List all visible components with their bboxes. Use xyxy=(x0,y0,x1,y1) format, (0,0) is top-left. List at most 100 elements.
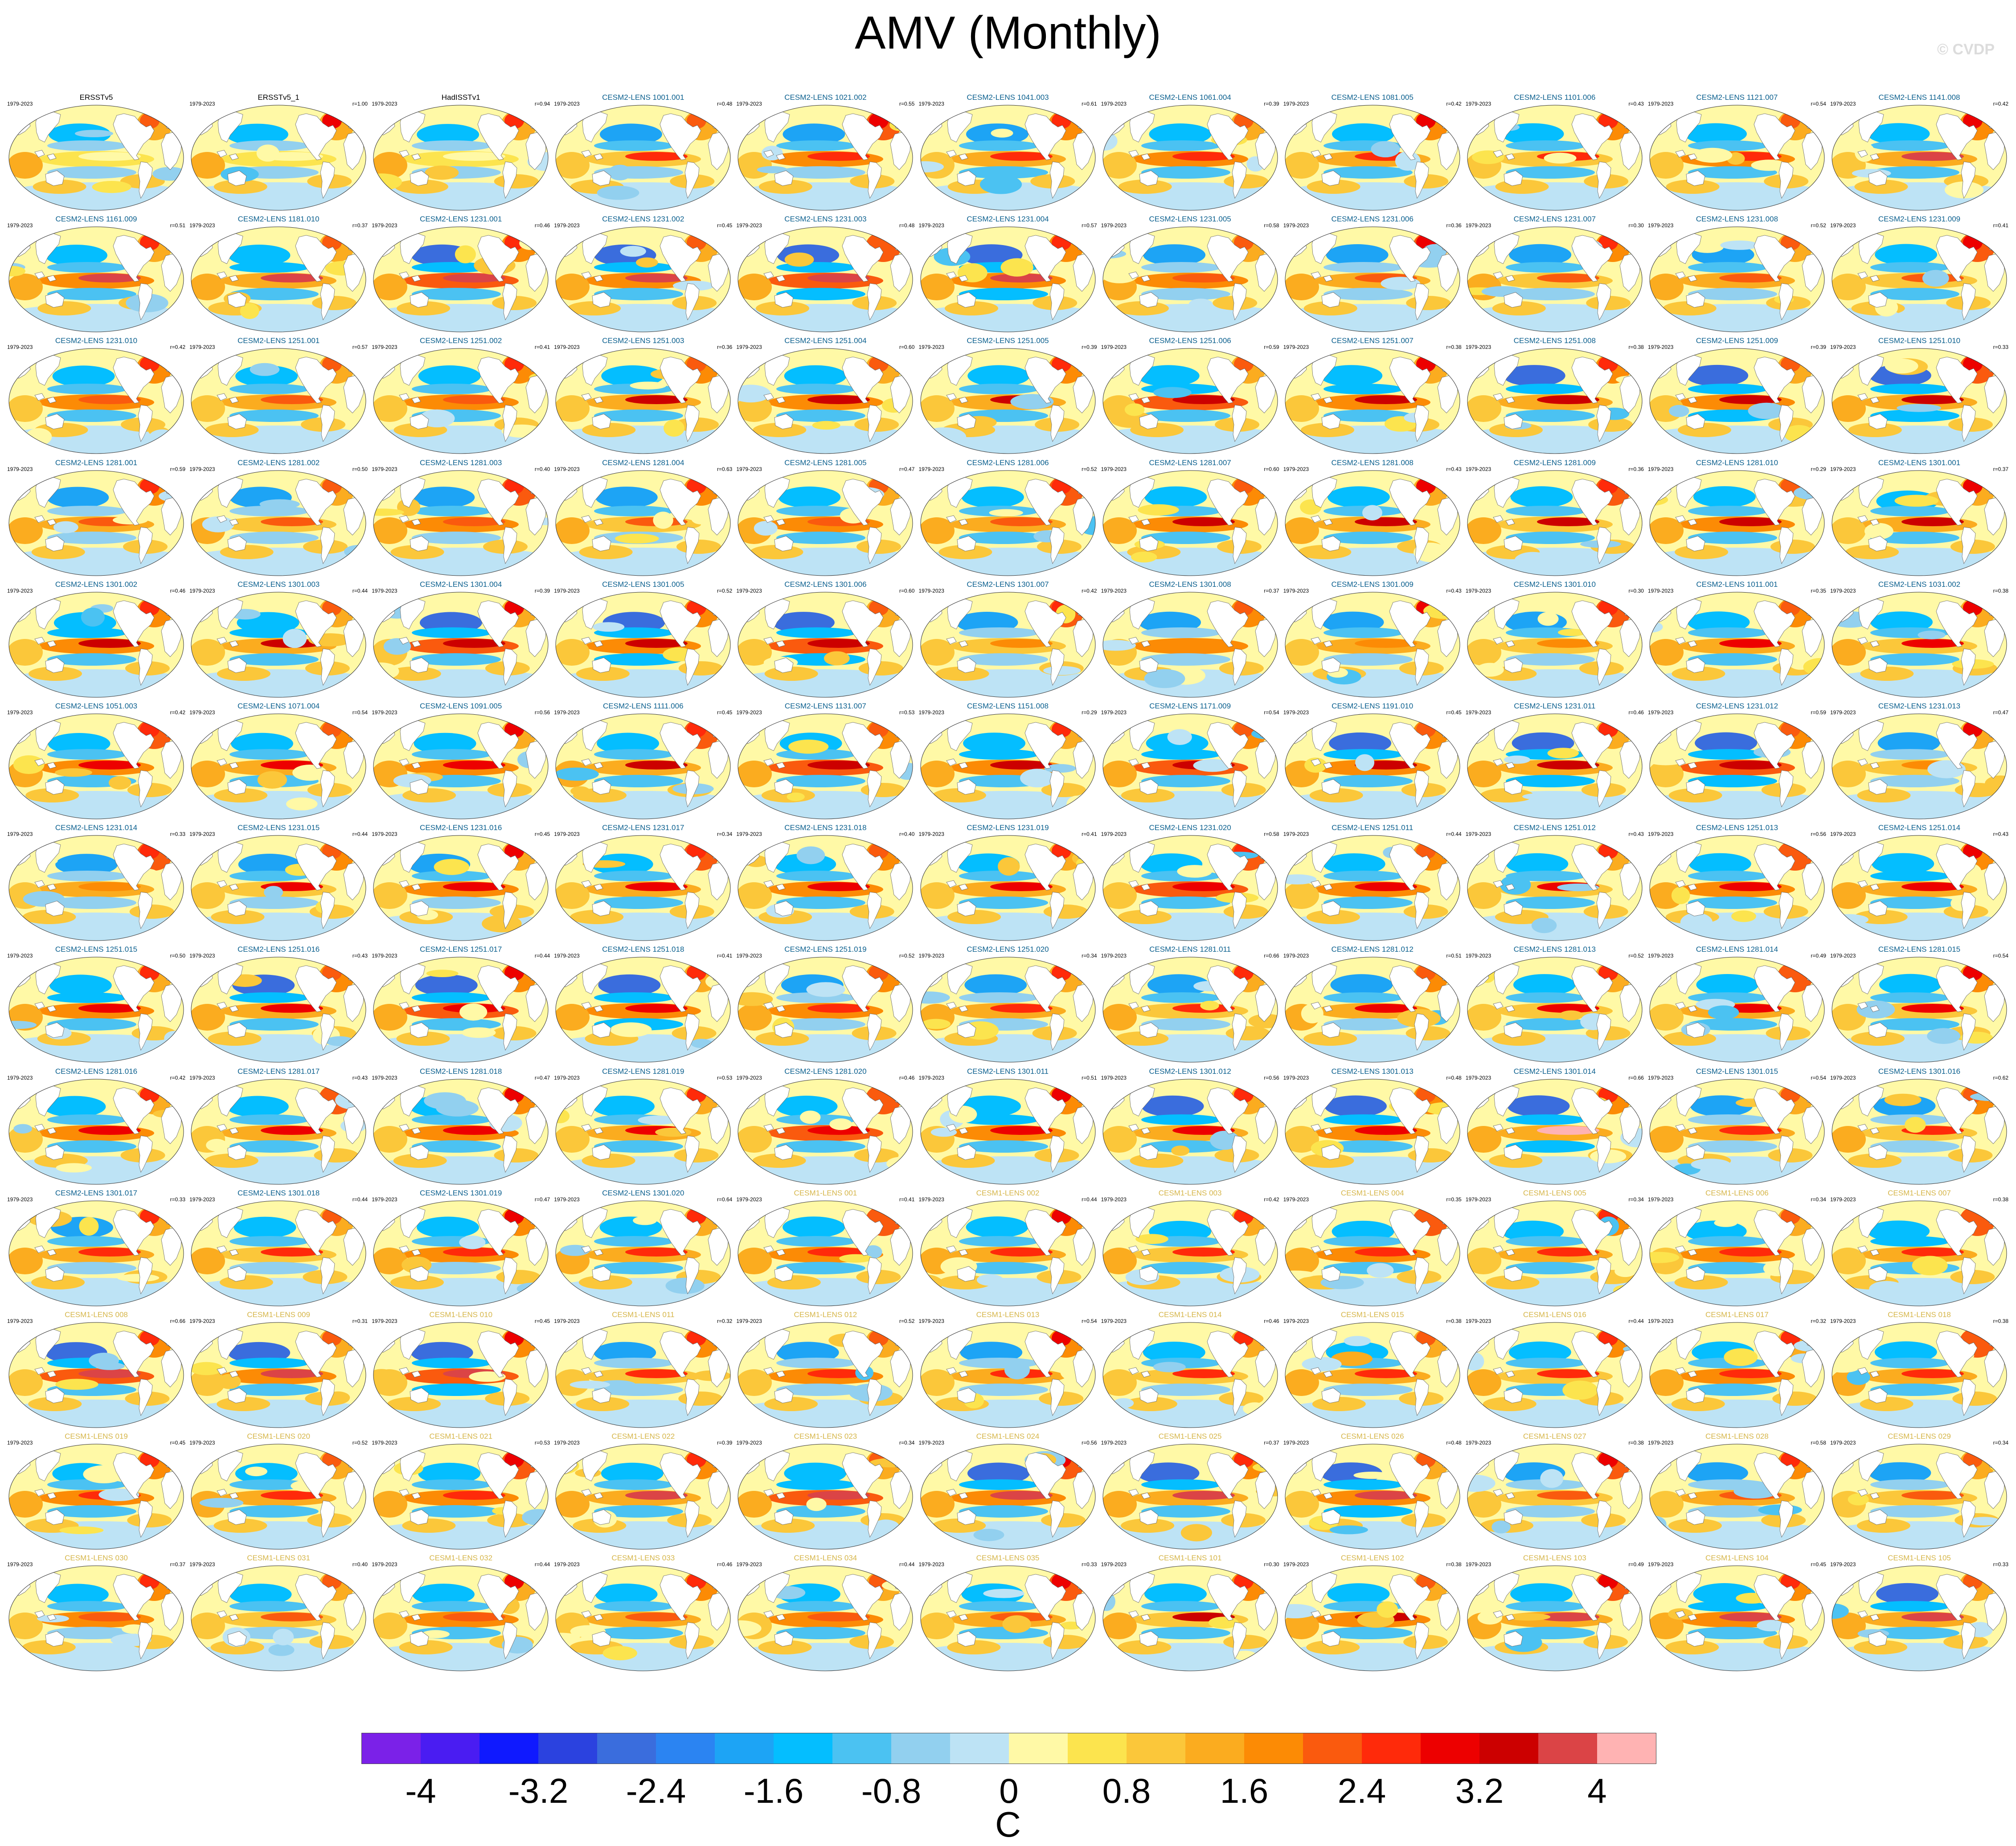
map-border xyxy=(8,226,184,332)
sst-anomaly-blob xyxy=(1172,517,1235,526)
sst-pattern-map xyxy=(1467,226,1643,332)
sst-anomaly-blob xyxy=(1505,505,1586,516)
continent-outline xyxy=(217,150,227,158)
panel-title: CESM1-LENS 002 xyxy=(976,1188,1040,1197)
map-panel: 1979-2023 CESM1-LENS 033 r=0.46 xyxy=(552,1552,734,1675)
map-border xyxy=(191,592,366,698)
sst-anomaly-blob xyxy=(990,152,1053,161)
continent-outline xyxy=(1857,150,1868,158)
sst-anomaly-blob xyxy=(78,882,141,892)
map-panel: 1979-2023 CESM2-LENS 1281.002 r=0.50 xyxy=(188,457,369,580)
sst-pattern-map xyxy=(920,713,1095,819)
continent-outline xyxy=(1936,722,1978,769)
continent-outline xyxy=(217,598,243,630)
sst-anomaly-blob xyxy=(494,174,539,188)
continent-outline xyxy=(774,536,794,552)
panel-title: HadISSTv1 xyxy=(441,93,480,102)
colorbar-swatch xyxy=(715,1733,774,1764)
map-panel: 1979-2023 CESM1-LENS 011 r=0.32 xyxy=(552,1309,734,1432)
sst-anomaly-blob xyxy=(1677,423,1731,438)
panel-title: CESM2-LENS 1231.006 xyxy=(1331,215,1414,224)
sst-anomaly-blob xyxy=(220,544,274,559)
continent-outline xyxy=(477,722,519,769)
panel-title: CESM2-LENS 1171.009 xyxy=(1149,702,1231,710)
panel-correlation: r=0.54 xyxy=(1264,709,1279,716)
sst-anomaly-blob xyxy=(1172,395,1235,405)
continent-outline xyxy=(400,719,426,751)
continent-outline xyxy=(1311,476,1337,508)
continent-outline xyxy=(1389,113,1431,160)
panel-title: CESM1-LENS 006 xyxy=(1705,1188,1769,1197)
panel-title: CESM2-LENS 1281.014 xyxy=(1696,945,1778,954)
sst-anomaly-blob xyxy=(238,854,301,876)
sst-pattern-map xyxy=(8,835,184,941)
continent-outline xyxy=(957,292,976,308)
sst-anomaly-blob xyxy=(655,1127,692,1137)
map-panel: 1979-2023 CESM1-LENS 105 r=0.33 xyxy=(1828,1552,2010,1675)
sst-anomaly-blob xyxy=(1885,359,1918,374)
panel-title: CESM2-LENS 1231.004 xyxy=(967,215,1049,224)
sst-anomaly-blob xyxy=(1180,1524,1212,1542)
panel-title: CESM1-LENS 103 xyxy=(1523,1554,1586,1563)
sst-pattern-map xyxy=(738,957,913,1063)
map-panel: 1979-2023 CESM2-LENS 1281.004 r=0.63 xyxy=(552,457,734,580)
sst-pattern-map xyxy=(373,1565,549,1671)
map-border xyxy=(555,348,731,454)
sst-pattern-map xyxy=(1285,226,1460,332)
sst-anomaly-blob xyxy=(807,274,870,283)
panel-period: 1979-2023 xyxy=(1101,344,1127,351)
colorbar-swatch xyxy=(1068,1733,1127,1764)
continent-outline xyxy=(947,598,972,630)
panel-period: 1979-2023 xyxy=(1647,587,1674,594)
sst-anomaly-blob xyxy=(264,886,283,899)
sst-pattern-map xyxy=(738,105,913,211)
sst-anomaly-blob xyxy=(828,1279,848,1287)
continent-outline xyxy=(1494,476,1520,508)
sst-pattern-map xyxy=(1285,348,1460,454)
sst-anomaly-blob xyxy=(776,384,857,395)
sst-pattern-map xyxy=(555,1079,731,1185)
sst-anomaly-blob xyxy=(397,301,451,316)
sst-pattern-map xyxy=(1832,957,2007,1063)
panel-title: CESM2-LENS 1251.014 xyxy=(1878,823,1961,832)
continent-outline xyxy=(1596,527,1611,564)
sst-anomaly-blob xyxy=(1510,486,1573,508)
panel-title: CESM2-LENS 1301.020 xyxy=(602,1188,684,1197)
sst-anomaly-blob xyxy=(625,274,688,283)
continent-outline xyxy=(1857,271,1868,279)
continent-outline xyxy=(947,719,972,751)
sst-anomaly-blob xyxy=(1002,1615,1031,1633)
continent-outline xyxy=(1128,758,1139,766)
panel-title: CESM2-LENS 1231.010 xyxy=(55,336,138,345)
map-panel: 1979-2023 CESM2-LENS 1281.014 r=0.49 xyxy=(1646,943,1828,1066)
panel-period: 1979-2023 xyxy=(554,344,580,351)
continent-outline xyxy=(1414,770,1429,808)
continent-outline xyxy=(1688,762,1697,769)
sst-anomaly-blob xyxy=(1514,552,1552,569)
sst-pattern-map xyxy=(1285,957,1460,1063)
sst-pattern-map xyxy=(1102,1079,1278,1185)
panel-title: CESM2-LENS 1281.020 xyxy=(784,1067,867,1076)
continent-outline xyxy=(1140,153,1151,160)
map-panel: 1979-2023 CESM2-LENS 1251.004 r=0.60 xyxy=(734,335,916,458)
panel-period: 1979-2023 xyxy=(1101,709,1127,716)
continent-outline xyxy=(477,235,519,282)
map-border xyxy=(738,713,913,819)
continent-outline xyxy=(763,637,774,645)
panel-period: 1979-2023 xyxy=(918,101,944,107)
map-panel: 1979-2023 CESM2-LENS 1281.011 r=0.66 xyxy=(1099,943,1281,1066)
sst-anomaly-blob xyxy=(53,521,78,533)
sst-anomaly-blob xyxy=(1505,409,1595,422)
sst-anomaly-blob xyxy=(1102,761,1137,787)
continent-outline xyxy=(594,762,603,769)
panel-title: CESM2-LENS 1231.020 xyxy=(1149,823,1231,832)
sst-anomaly-blob xyxy=(738,639,772,666)
sst-anomaly-blob xyxy=(556,274,590,301)
sst-anomaly-blob xyxy=(1141,653,1230,666)
continent-outline xyxy=(1870,640,1880,647)
panel-title: CESM1-LENS 003 xyxy=(1158,1188,1222,1197)
sst-anomaly-blob xyxy=(117,1273,160,1282)
continent-outline xyxy=(320,283,335,321)
map-panel: 1979-2023 CESM2-LENS 1191.010 r=0.45 xyxy=(1282,700,1463,823)
continent-outline xyxy=(1024,356,1066,404)
